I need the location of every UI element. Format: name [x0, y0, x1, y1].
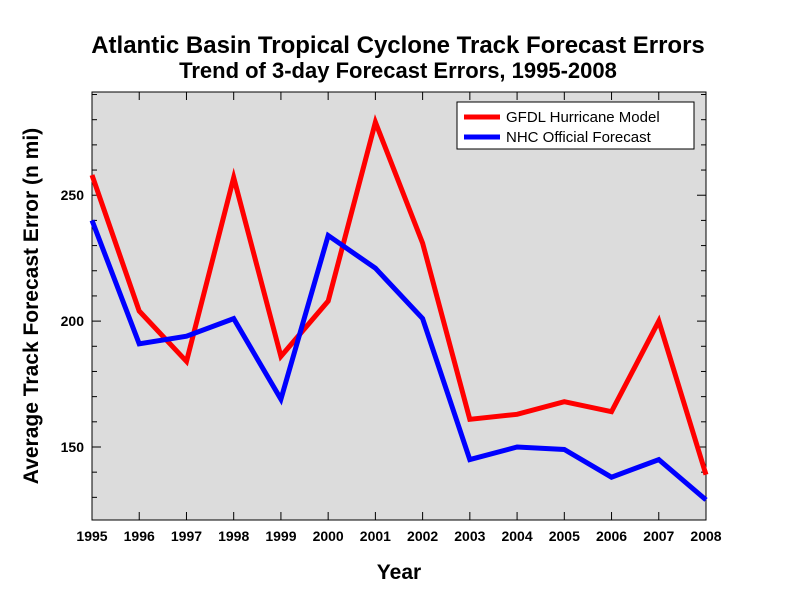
y-tick-label: 200 [61, 313, 85, 329]
y-axis-title: Average Track Forecast Error (n mi) [20, 128, 43, 484]
x-tick-label: 2000 [313, 528, 344, 544]
x-tick-label: 2002 [407, 528, 438, 544]
y-tick-label: 150 [61, 439, 85, 455]
plot-area [91, 91, 707, 521]
legend-label-gfdl: GFDL Hurricane Model [506, 109, 660, 126]
x-tick-label: 2006 [596, 528, 627, 544]
x-tick-label: 1997 [171, 528, 202, 544]
x-tick-label: 1995 [76, 528, 107, 544]
axis-ticks [91, 92, 707, 520]
x-tick-label: 1998 [218, 528, 249, 544]
legend-label-nhc: NHC Official Forecast [506, 129, 652, 146]
legend: GFDL Hurricane Model NHC Official Foreca… [456, 101, 695, 150]
x-tick-labels: 1995 1996 1997 1998 1999 2000 2001 2002 2003 2004… [76, 528, 721, 544]
y-tick-label: 250 [61, 187, 85, 203]
x-tick-label: 2008 [690, 528, 721, 544]
x-tick-label: 2003 [454, 528, 485, 544]
y-tick-labels: 150 200 250 [61, 187, 85, 455]
series-lines [89, 114, 709, 502]
series-line-1 [89, 219, 708, 502]
x-axis-title: Year [377, 561, 421, 584]
legend-box [456, 101, 695, 150]
x-tick-label: 2007 [643, 528, 674, 544]
x-tick-label: 2001 [360, 528, 391, 544]
chart-subtitle: Trend of 3-day Forecast Errors, 1995-200… [179, 58, 617, 83]
x-tick-label: 2005 [549, 528, 580, 544]
x-tick-label: 1996 [124, 528, 155, 544]
x-tick-label: 2004 [501, 528, 532, 544]
chart-title: Atlantic Basin Tropical Cyclone Track Fo… [91, 32, 705, 59]
x-tick-label: 1999 [265, 528, 296, 544]
